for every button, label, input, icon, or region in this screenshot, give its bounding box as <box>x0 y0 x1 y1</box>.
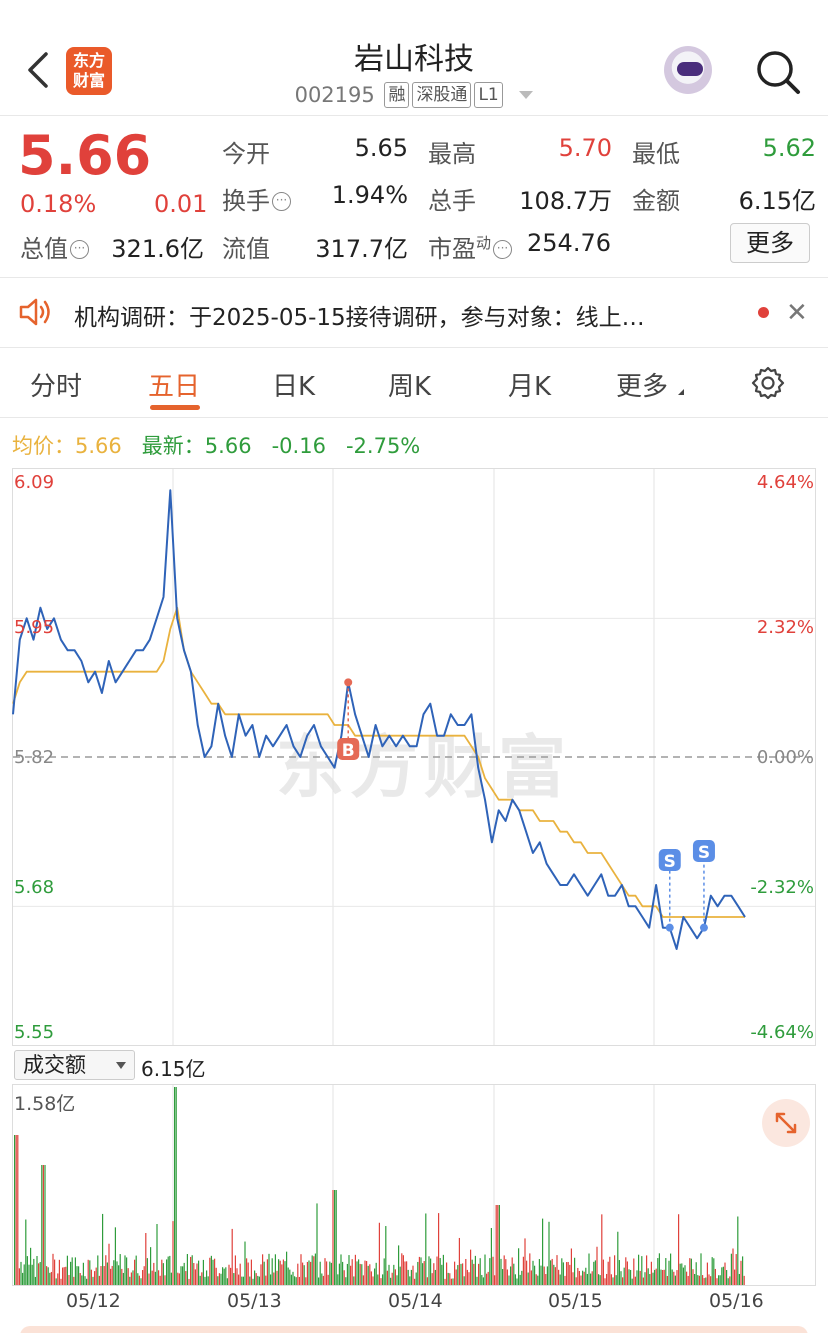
tab-monthly-k[interactable]: 月K <box>508 372 552 402</box>
volume-chart[interactable] <box>12 1084 816 1286</box>
x-axis-label: 05/14 <box>388 1290 443 1312</box>
latest-value: 5.66 <box>204 434 252 458</box>
quote-panel: 5.66 0.18% 0.01 今开 5.65 最高 5.70 最低 5.62 … <box>0 116 828 278</box>
change-percent: 0.18% <box>20 190 97 218</box>
tab-intraday[interactable]: 分时 <box>30 372 83 402</box>
header-bar: 东方 财富 岩山科技 002195 融深股通 L1 <box>0 0 828 116</box>
tag-level: L1 <box>474 82 503 108</box>
turnover-label-text: 换手 <box>222 187 270 215</box>
y-left-tick: 6.09 <box>14 472 55 493</box>
avg-label: 均价： <box>12 434 75 458</box>
y-right-tick: 2.32% <box>756 617 814 638</box>
mktcap-label[interactable]: 总值 ··· <box>20 229 89 264</box>
expand-button[interactable] <box>762 1099 810 1147</box>
x-axis-label: 05/13 <box>227 1290 282 1312</box>
amount-label: 金额 <box>632 187 680 215</box>
pe-label-text: 市盈 <box>428 235 476 263</box>
turnover-value: 1.94% <box>331 181 408 209</box>
float-value: 317.7亿 <box>315 235 408 263</box>
y-right-tick: -4.64% <box>750 1022 814 1043</box>
news-text[interactable]: 机构调研：于2025-05-15接待调研，参与对象：线上… <box>74 305 645 331</box>
y-left-tick: 5.55 <box>14 1022 55 1043</box>
x-axis-label: 05/16 <box>709 1290 764 1312</box>
bottom-trade-bar[interactable] <box>20 1326 808 1333</box>
amount-value: 6.15亿 <box>738 187 816 215</box>
expand-arrows-icon <box>775 1112 797 1134</box>
back-arrow-icon[interactable] <box>24 50 54 90</box>
pe-superscript: 动 <box>476 234 492 252</box>
logo-text-top: 东方 <box>72 51 105 70</box>
corner-triangle-icon <box>672 389 685 395</box>
open-value: 5.65 <box>354 134 408 162</box>
watermark: 东方财富 <box>276 729 573 808</box>
speaker-icon <box>19 298 50 326</box>
pe-value: 254.76 <box>527 229 611 257</box>
x-axis-label: 05/15 <box>548 1290 603 1312</box>
tab-more-label: 更多 <box>616 372 669 402</box>
gear-icon[interactable] <box>750 365 786 401</box>
app-logo[interactable]: 东方 财富 <box>66 47 112 95</box>
tag-connect: 深股通 <box>412 82 472 108</box>
volume-label: 总手 <box>428 187 476 215</box>
logo-text-bottom: 财富 <box>72 71 105 90</box>
more-button[interactable]: 更多 <box>730 223 810 263</box>
mktcap-value: 321.6亿 <box>111 235 204 263</box>
tab-weekly-k[interactable]: 周K <box>388 372 432 402</box>
latest-label: 最新： <box>141 434 205 458</box>
low-label: 最低 <box>632 140 680 168</box>
volume-type-select[interactable]: 成交额 <box>14 1050 135 1080</box>
more-info-icon[interactable]: ··· <box>493 240 513 259</box>
unread-dot <box>758 307 769 318</box>
tab-more[interactable]: 更多 <box>616 366 685 403</box>
high-label: 最高 <box>428 140 476 168</box>
search-icon[interactable] <box>754 48 802 96</box>
close-icon[interactable]: ✕ <box>786 298 808 328</box>
tag-margin: 融 <box>384 82 410 108</box>
open-label: 今开 <box>222 140 270 168</box>
caret-down-icon <box>116 1062 126 1069</box>
stock-code: 002195 <box>294 83 375 107</box>
y-right-tick: 4.64% <box>756 472 814 493</box>
stock-name: 岩山科技 <box>354 42 474 77</box>
high-value: 5.70 <box>558 134 612 162</box>
y-left-tick: 5.95 <box>14 617 55 638</box>
volume-type-label: 成交额 <box>23 1053 86 1077</box>
volume-value: 108.7万 <box>519 187 612 215</box>
volume-max-label: 1.58亿 <box>14 1093 76 1115</box>
robot-visor <box>677 62 703 76</box>
y-right-tick: 0.00% <box>756 747 814 768</box>
tab-daily-k[interactable]: 日K <box>272 372 316 402</box>
x-axis-label: 05/12 <box>66 1290 121 1312</box>
more-info-icon[interactable]: ··· <box>272 192 291 211</box>
tab-five-day[interactable]: 五日 <box>148 372 201 402</box>
avg-value: 5.66 <box>75 434 122 458</box>
turnover-label[interactable]: 换手 ··· <box>222 181 291 216</box>
float-label: 流值 <box>222 235 270 263</box>
y-right-tick: -2.32% <box>750 877 814 898</box>
low-value: 5.62 <box>762 134 816 162</box>
active-tab-indicator <box>150 405 200 410</box>
latest-change: -0.16 <box>271 434 326 458</box>
change-amount: 0.01 <box>154 190 208 218</box>
mktcap-label-text: 总值 <box>20 235 68 263</box>
pe-label[interactable]: 市盈动 ··· <box>428 229 513 264</box>
more-info-icon[interactable]: ··· <box>70 240 89 259</box>
news-ticker[interactable]: 机构调研：于2025-05-15接待调研，参与对象：线上… ✕ <box>0 278 828 348</box>
chart-legend: 均价：5.66 最新：5.66 -0.16 -2.75% <box>12 430 420 460</box>
y-left-tick: 5.68 <box>14 877 55 898</box>
chart-tabs: 分时 五日 日K 周K 月K 更多 <box>0 348 828 418</box>
volume-total: 6.15亿 <box>141 1057 206 1081</box>
last-price: 5.66 <box>18 124 152 187</box>
stock-code-row[interactable]: 002195 融深股通 L1 <box>0 82 828 108</box>
y-left-tick: 5.82 <box>14 747 55 768</box>
latest-change-pct: -2.75% <box>345 434 421 458</box>
chevron-down-icon[interactable] <box>519 91 534 99</box>
